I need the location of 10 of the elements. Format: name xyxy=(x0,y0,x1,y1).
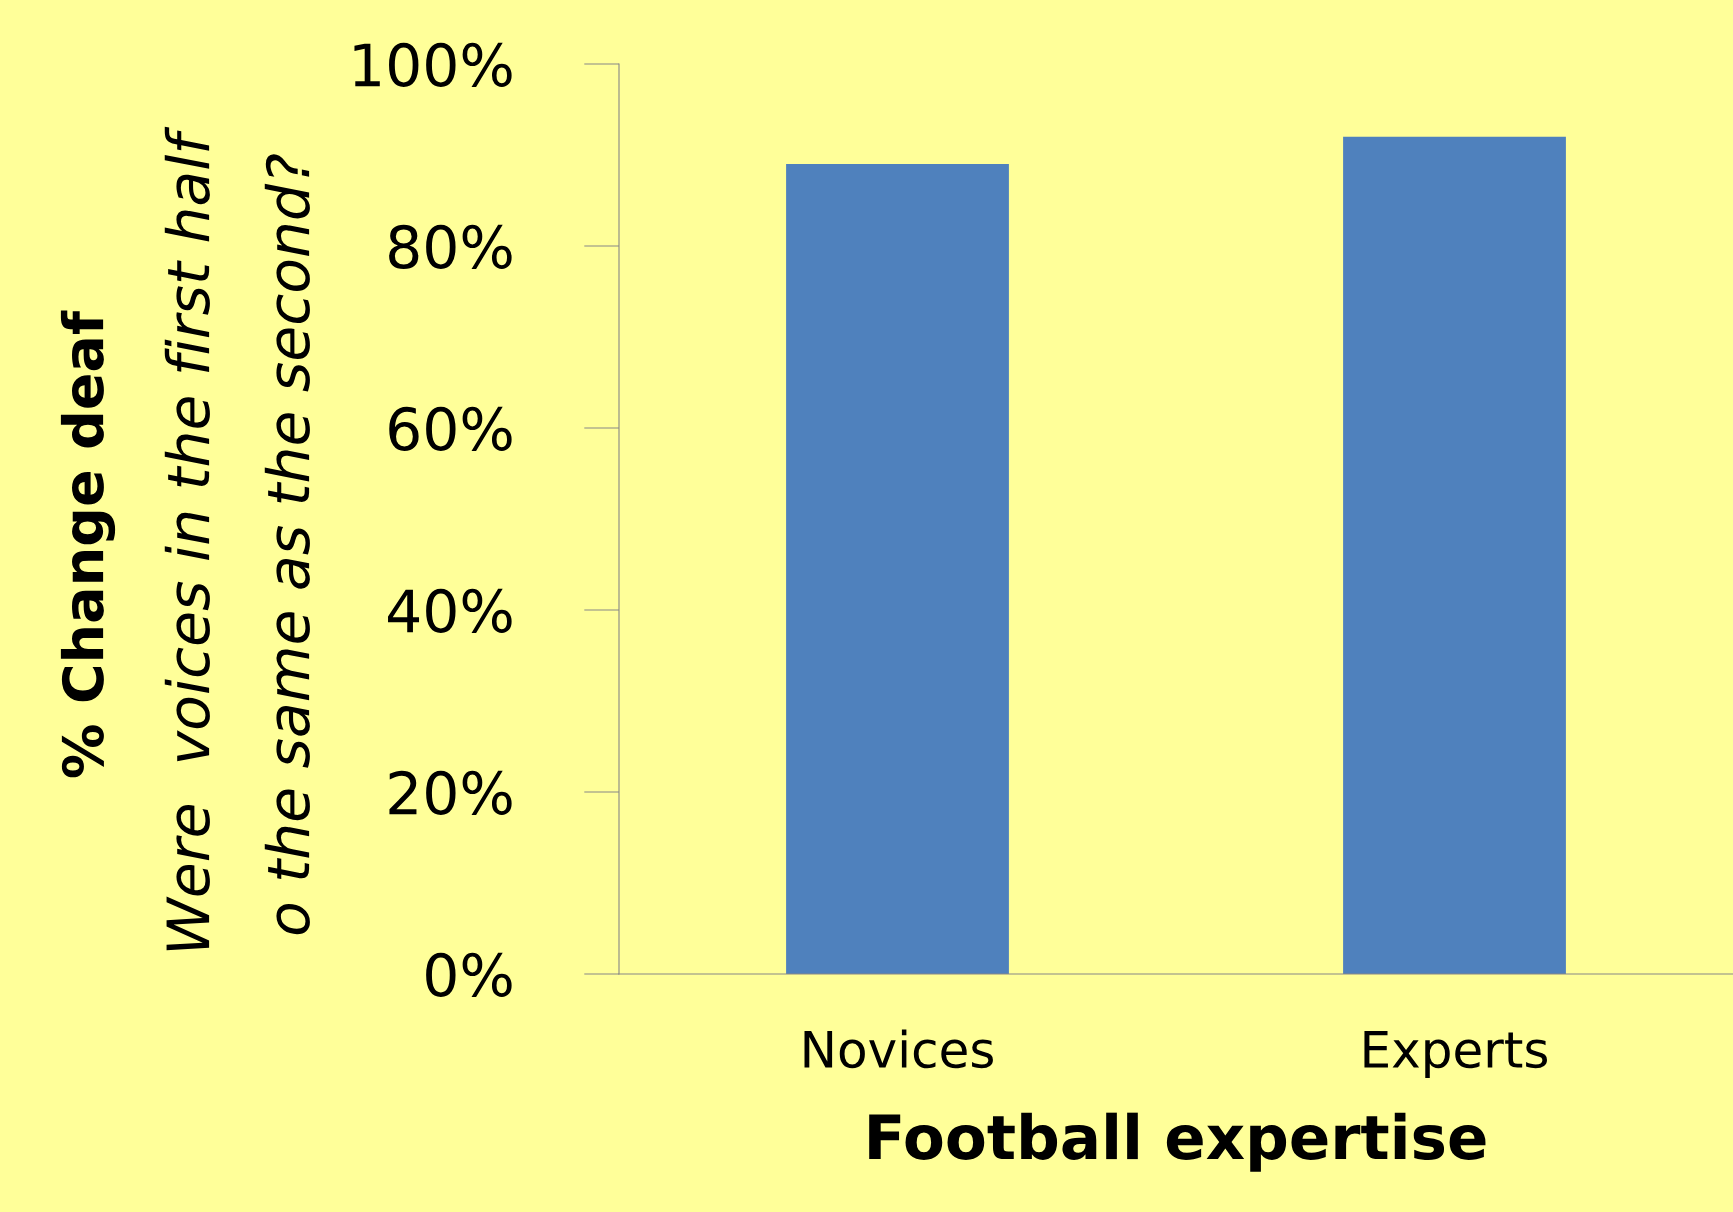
x-tick-label: Novices xyxy=(804,1029,993,1069)
x-tick-label: Experts xyxy=(1364,1031,1547,1078)
x-axis-title: Football expertise xyxy=(869,1112,1486,1172)
y-tick-label: 80% xyxy=(389,224,512,269)
y-tick-label: 40% xyxy=(388,588,512,633)
y-tick-label: 60% xyxy=(389,406,512,451)
y-tick-label: 20% xyxy=(389,770,512,815)
y-axis-title: % Change deaf Were voices in the first half o the same as the second? xyxy=(60,126,310,951)
y-tick-label: 100% xyxy=(354,42,512,87)
y-tick-label: 0% xyxy=(426,952,512,997)
